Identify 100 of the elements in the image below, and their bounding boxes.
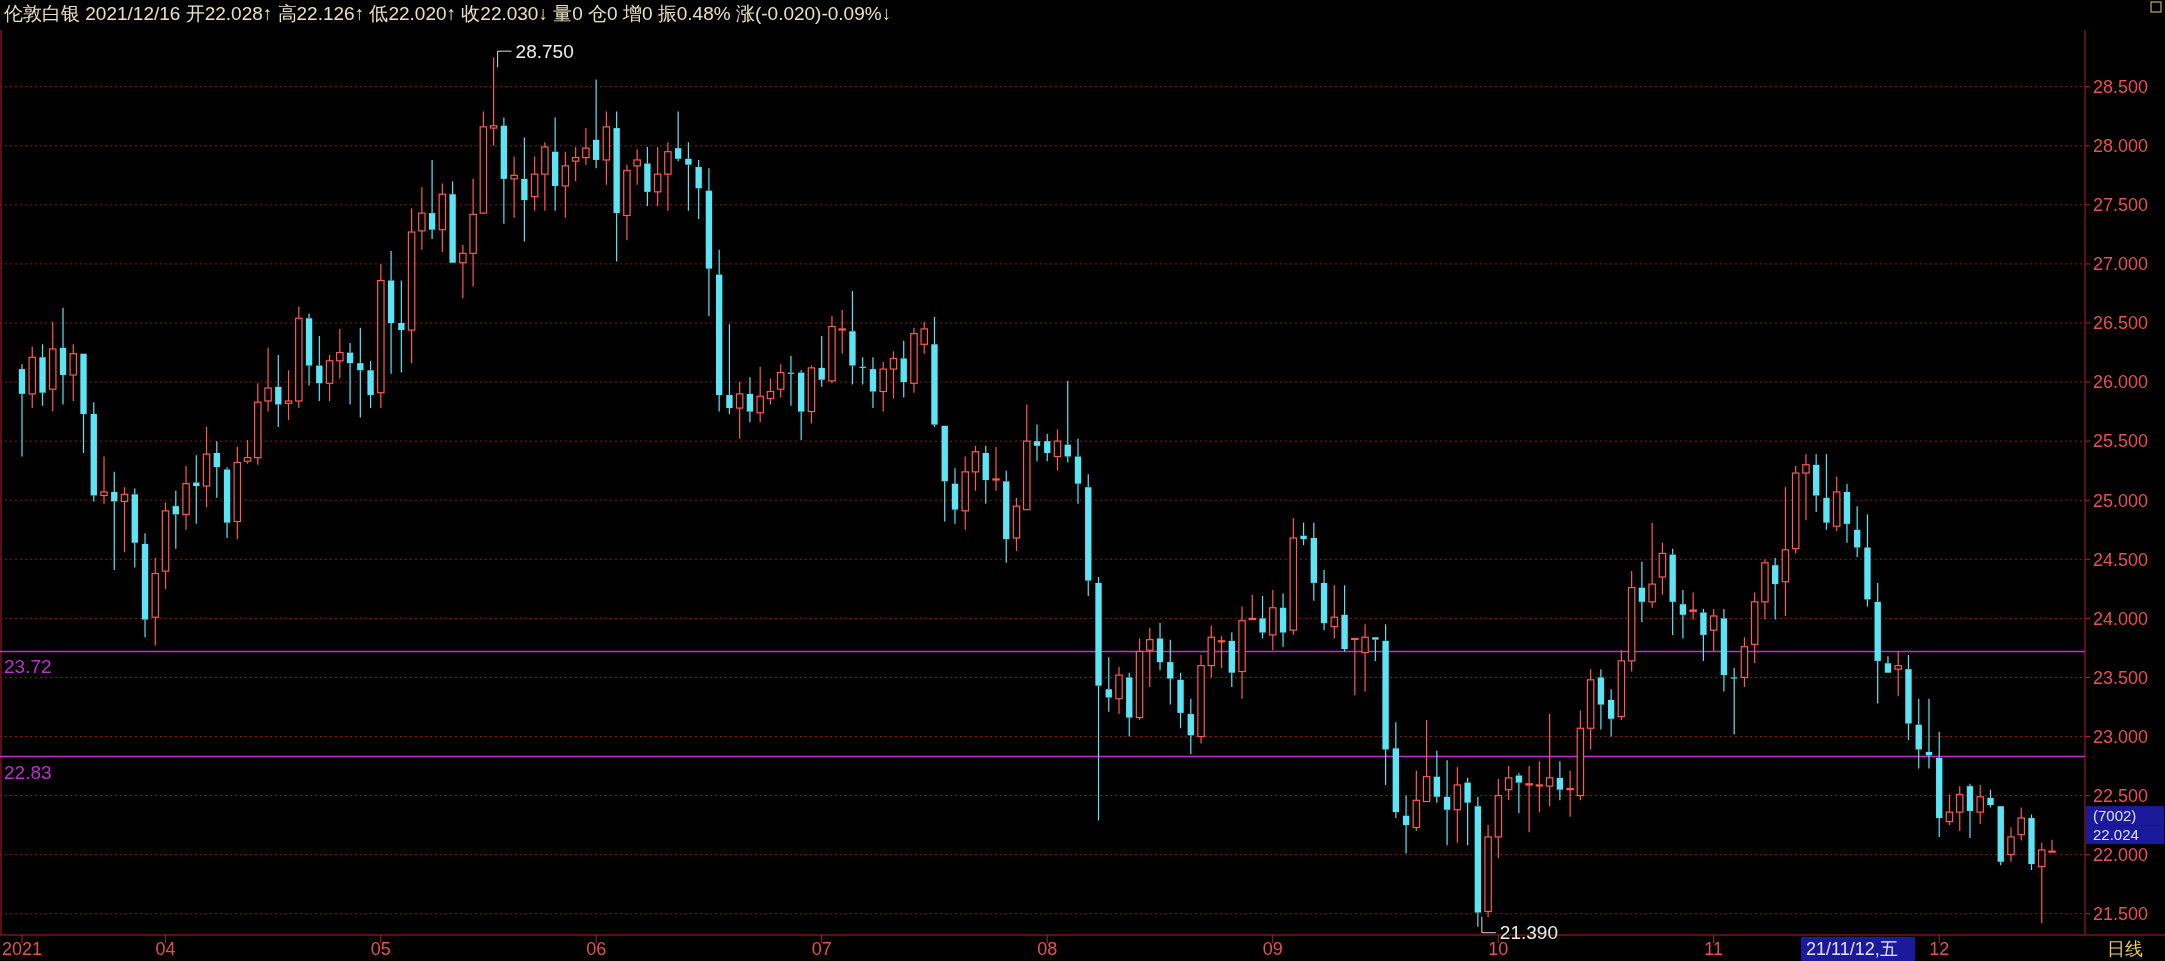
candlestick (2048, 839, 2056, 853)
candlestick (798, 369, 805, 441)
candlestick (1197, 654, 1205, 745)
y-tick-label: 28.500 (2093, 77, 2149, 98)
candlestick (1566, 770, 1574, 818)
y-tick-label: 24.000 (2093, 608, 2149, 629)
candlestick (1966, 783, 1974, 839)
candlestick (1607, 688, 1615, 738)
y-tick-label: 26.000 (2093, 372, 2149, 393)
candlestick (141, 532, 149, 638)
candlestick (264, 347, 272, 413)
candlestick (1874, 582, 1881, 705)
candlestick (1915, 698, 1922, 770)
candlestick (18, 363, 26, 458)
candlestick (459, 244, 467, 299)
text: 22.024 (2093, 825, 2139, 843)
candlestick (500, 116, 508, 225)
candlestick (705, 167, 713, 317)
candlestick (582, 127, 590, 166)
candlestick (849, 290, 856, 386)
candlestick (1115, 666, 1123, 715)
candlestick (80, 353, 87, 454)
candlestick (387, 250, 395, 375)
candlestick (1320, 569, 1328, 631)
candlestick (182, 465, 190, 531)
candlestick (1422, 719, 1431, 803)
y-tick-label: 27.000 (2093, 254, 2149, 275)
x-tick-label: 2021 (1, 939, 43, 959)
candlestick (2007, 826, 2015, 863)
text: 21/11/12,五 (1806, 939, 1898, 959)
x-tick-label: 08 (1037, 939, 1058, 959)
candlestick (275, 354, 282, 428)
candlestick (48, 321, 57, 413)
x-tick-label: 05 (370, 939, 391, 959)
candlestick (1361, 623, 1369, 693)
candlestick (592, 79, 600, 169)
y-tick-label: 25.500 (2093, 431, 2149, 452)
candlestick (100, 455, 108, 505)
y-tick-label: 23.000 (2093, 726, 2149, 747)
ref-line-label: 22.83 (4, 761, 52, 783)
candlestick (623, 164, 631, 241)
candlestick (407, 207, 416, 364)
y-tick-label: 26.500 (2093, 313, 2149, 334)
candlestick (869, 356, 877, 409)
candlestick (1525, 765, 1533, 833)
candlestick (1238, 605, 1246, 700)
candlestick (664, 141, 672, 212)
x-tick-label: 09 (1262, 939, 1283, 959)
candlestick (838, 309, 846, 355)
candlestick (1556, 760, 1564, 801)
candlestick (1351, 637, 1359, 696)
candlestick (1638, 561, 1646, 623)
candlestick (1402, 794, 1410, 855)
y-tick-label: 21.500 (2093, 904, 2149, 925)
candlestick (1936, 731, 1943, 838)
candlestick (1248, 594, 1257, 621)
x-tick-label: 12 (1929, 939, 1950, 959)
x-tick-label: 10 (1488, 939, 1509, 959)
candlestick (1843, 483, 1851, 544)
y-tick-label: 23.500 (2093, 667, 2149, 688)
candlestick (551, 116, 559, 212)
y-tick-label: 22.500 (2093, 785, 2149, 806)
candlestick (357, 327, 364, 419)
candlestick (1074, 438, 1082, 505)
candlestick (1474, 796, 1482, 928)
candlestick (305, 312, 313, 387)
candlestick (428, 159, 436, 240)
candlestick (1781, 486, 1790, 617)
candlestick (469, 178, 477, 287)
y-tick-label: 28.000 (2093, 136, 2149, 157)
candlestick (1854, 505, 1861, 558)
candlestick (1022, 403, 1031, 511)
candlestick (1802, 453, 1810, 521)
candlestick (746, 376, 754, 423)
candlestick (951, 467, 959, 525)
candlestick (1761, 558, 1769, 621)
candlestick (398, 279, 405, 374)
candlestick (1515, 772, 1523, 814)
candlestick (1033, 424, 1041, 462)
candlestick (1720, 608, 1728, 693)
candlestick (1279, 592, 1287, 648)
candlestick (223, 466, 231, 539)
y-tick-label: 27.500 (2093, 195, 2149, 216)
candlestick (1535, 760, 1544, 813)
text: (7002) (2093, 806, 2137, 824)
candlestick (1679, 589, 1687, 640)
candlestick (910, 327, 918, 394)
chart-title: 伦敦白银 2021/12/16 开22.028↑ 高22.126↑ 低22.020↑ 收22.030↓ 量0 仓0 增0 振0.48% 涨(-0.020)-0.09%↓ (4, 3, 892, 24)
x-tick-label: 06 (586, 939, 607, 959)
candlestick (992, 446, 1000, 492)
y-tick-label: 25.000 (2093, 490, 2149, 511)
candlestick (1597, 668, 1605, 731)
candlestick (202, 426, 211, 508)
candlestick (541, 141, 549, 212)
text: 日线 (2107, 939, 2143, 959)
candlestick (59, 307, 67, 406)
x-tick-label: 11 (1704, 939, 1724, 959)
candlestick (941, 425, 948, 523)
ref-line-label: 23.72 (4, 656, 52, 678)
candlestick (1484, 824, 1492, 918)
